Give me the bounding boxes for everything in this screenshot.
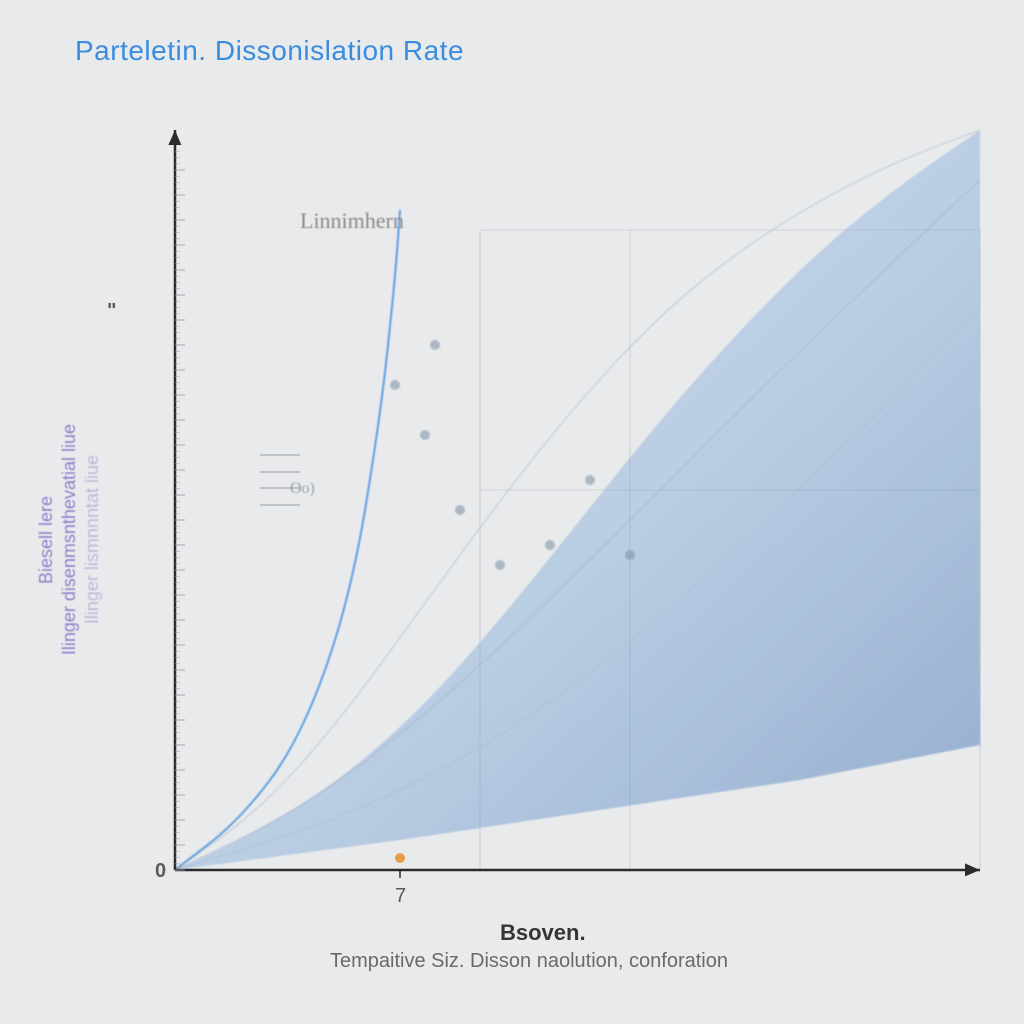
y-axis-label-part: Biesell lere [36,496,57,584]
legend-label: Linnimhern [300,208,404,234]
legend-sublabel: Oo) [290,480,315,498]
y-axis-label-part: Ilinger disenmsnthevatial liue [59,424,80,655]
area-series [175,130,980,870]
y-axis-label-part: Ilinger lismnnntat liue [82,455,103,624]
y-tick-0: 0 [155,860,166,883]
y-tick-marks [175,151,185,870]
y-axis-label: Biesell lereIlinger disenmsnthevatial li… [35,260,75,820]
plot-area [0,0,1024,1024]
x-axis-label-main: Bsoven. [500,920,586,946]
y-top-mark: " [107,300,116,323]
x-tick-7: 7 [395,885,406,908]
chart-canvas: Parteletin. Dissonislation Rate Biesell … [0,0,1024,1024]
x-axis-label-sub: Tempaitive Siz. Disson naolution, confor… [330,950,728,973]
